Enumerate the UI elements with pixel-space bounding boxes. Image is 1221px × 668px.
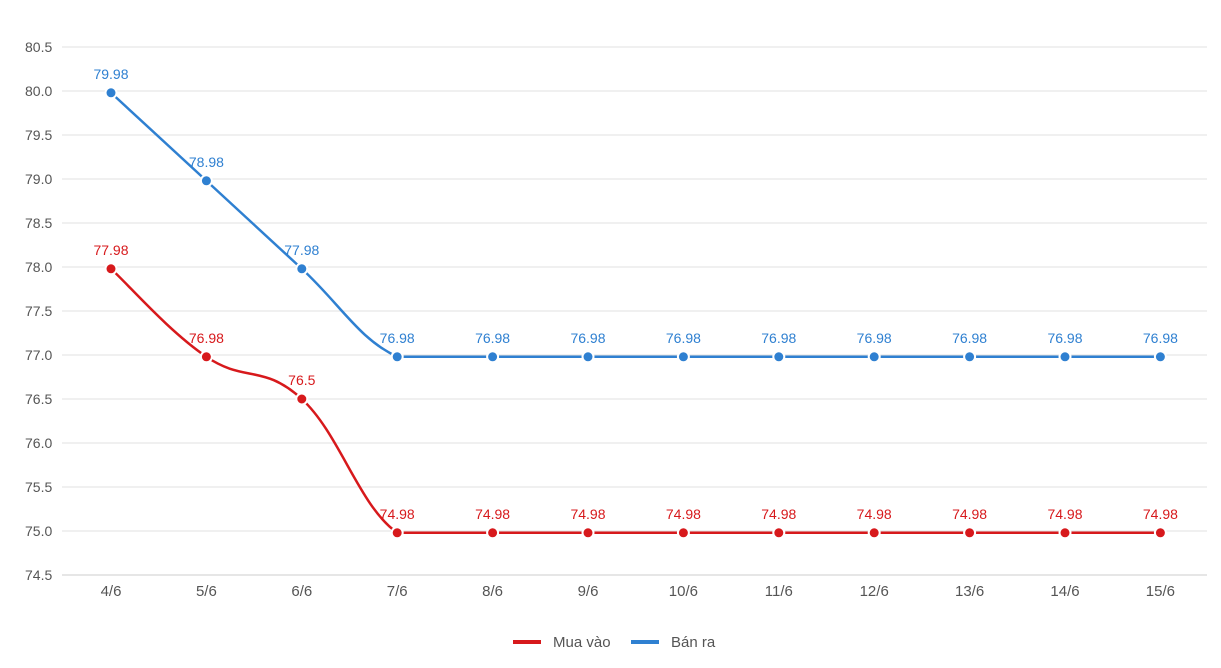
data-point[interactable]	[772, 526, 786, 540]
y-tick-label: 77.0	[25, 347, 52, 363]
legend-item[interactable]: Mua vào	[513, 634, 611, 651]
data-label: 77.98	[93, 242, 128, 258]
data-point[interactable]	[390, 526, 404, 540]
data-point[interactable]	[963, 526, 977, 540]
data-label: 76.98	[570, 330, 605, 346]
y-tick-label: 78.5	[25, 215, 52, 231]
x-tick-label: 9/6	[578, 583, 599, 600]
data-label: 74.98	[570, 506, 605, 522]
x-tick-label: 13/6	[955, 583, 984, 600]
series-line	[110, 91, 1161, 359]
x-tick-label: 10/6	[669, 583, 698, 600]
data-point[interactable]	[295, 392, 309, 406]
data-label: 76.98	[380, 330, 415, 346]
data-point[interactable]	[104, 86, 118, 100]
data-label: 76.98	[475, 330, 510, 346]
series-mua-vao: 77.98 76.98 76.5 74.98 74.98 74.98 74.98 74.98 7…	[93, 242, 1178, 540]
data-point[interactable]	[867, 526, 881, 540]
data-point[interactable]	[295, 262, 309, 276]
grid-lines	[62, 46, 1207, 576]
data-point[interactable]	[486, 526, 500, 540]
y-tick-label: 79.5	[25, 127, 52, 143]
y-tick-label: 77.5	[25, 303, 52, 319]
data-point[interactable]	[1058, 526, 1072, 540]
y-tick-label: 80.0	[25, 83, 52, 99]
y-tick-label: 75.0	[25, 523, 52, 539]
data-label: 79.98	[93, 66, 128, 82]
data-label: 76.98	[666, 330, 701, 346]
data-label: 74.98	[666, 506, 701, 522]
y-tick-label: 80.5	[25, 39, 52, 55]
y-tick-label: 74.5	[25, 567, 52, 583]
x-axis-tick-labels: 4/6 5/6 6/6 7/6 8/6 9/6 10/6 11/6 12/6 13/6 14/6 15…	[101, 583, 1175, 600]
data-point[interactable]	[104, 262, 118, 276]
data-label: 74.98	[1143, 506, 1178, 522]
y-tick-label: 76.5	[25, 391, 52, 407]
legend[interactable]: Mua vào Bán ra	[513, 634, 716, 651]
data-label: 74.98	[952, 506, 987, 522]
y-tick-label: 76.0	[25, 435, 52, 451]
data-label: 74.98	[857, 506, 892, 522]
legend-label: Bán ra	[671, 634, 716, 651]
data-label: 78.98	[189, 154, 224, 170]
data-point[interactable]	[199, 350, 213, 364]
data-label: 76.98	[952, 330, 987, 346]
series-group: 77.98 76.98 76.5 74.98 74.98 74.98 74.98 74.98 7…	[93, 66, 1178, 540]
series-line	[110, 267, 1161, 535]
series-ban-ra: 79.98 78.98 77.98 76.98 76.98 76.98 76.98 76.98…	[93, 66, 1178, 364]
data-point[interactable]	[486, 350, 500, 364]
data-label: 76.98	[189, 330, 224, 346]
data-point[interactable]	[1153, 526, 1167, 540]
data-point[interactable]	[1153, 350, 1167, 364]
data-label: 76.98	[761, 330, 796, 346]
data-point[interactable]	[963, 350, 977, 364]
data-point[interactable]	[581, 350, 595, 364]
y-tick-label: 79.0	[25, 171, 52, 187]
y-tick-label: 78.0	[25, 259, 52, 275]
x-tick-label: 8/6	[482, 583, 503, 600]
data-label: 74.98	[1047, 506, 1082, 522]
legend-item[interactable]: Bán ra	[631, 634, 716, 651]
data-label: 76.98	[1143, 330, 1178, 346]
data-point[interactable]	[199, 174, 213, 188]
data-point[interactable]	[772, 350, 786, 364]
data-label: 77.98	[284, 242, 319, 258]
x-tick-label: 14/6	[1050, 583, 1079, 600]
y-tick-label: 75.5	[25, 479, 52, 495]
data-point[interactable]	[676, 526, 690, 540]
data-label: 74.98	[475, 506, 510, 522]
data-label: 74.98	[761, 506, 796, 522]
x-tick-label: 4/6	[101, 583, 122, 600]
x-tick-label: 6/6	[291, 583, 312, 600]
legend-label: Mua vào	[553, 634, 611, 651]
x-tick-label: 11/6	[765, 583, 793, 600]
y-axis-tick-labels: 74.5 75.0 75.5 76.0 76.5 77.0 77.5 78.0 78.5 79.0…	[25, 39, 52, 583]
x-tick-label: 12/6	[860, 583, 889, 600]
data-point[interactable]	[581, 526, 595, 540]
x-tick-label: 5/6	[196, 583, 217, 600]
data-label: 76.5	[288, 372, 315, 388]
data-point[interactable]	[1058, 350, 1072, 364]
data-point[interactable]	[867, 350, 881, 364]
x-tick-label: 7/6	[387, 583, 408, 600]
data-point[interactable]	[390, 350, 404, 364]
data-label: 76.98	[857, 330, 892, 346]
data-point[interactable]	[676, 350, 690, 364]
data-label: 74.98	[380, 506, 415, 522]
data-label: 76.98	[1047, 330, 1082, 346]
x-tick-label: 15/6	[1146, 583, 1175, 600]
